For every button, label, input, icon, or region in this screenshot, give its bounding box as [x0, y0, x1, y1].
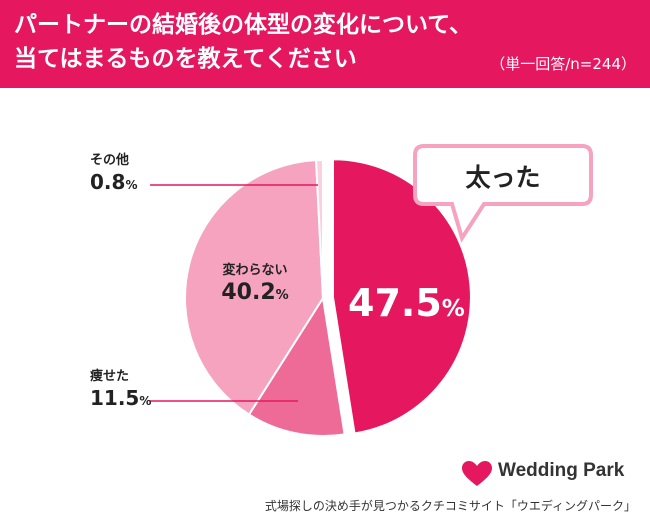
slice-label-no-change: 変わらない 40.2%	[205, 262, 305, 309]
chart-title-line-1: パートナーの結婚後の体型の変化について、	[14, 12, 473, 38]
header-banner: パートナーの結婚後の体型の変化について、 当てはまるものを教えてください （単一…	[0, 0, 650, 88]
callout-bubble	[413, 144, 593, 243]
pie-slice-other	[315, 158, 324, 299]
slice-value-unit: %	[125, 178, 138, 192]
pie-slice-gained-weight	[331, 158, 472, 435]
footer-caption: 式場探しの決め手が見つかるクチコミサイト「ウエディングパーク」	[264, 499, 636, 513]
slice-value-number: 0.8	[90, 170, 126, 194]
chart-subtitle: （単一回答/n=244）	[490, 55, 636, 73]
slice-value-unit: %	[275, 288, 289, 303]
slice-label-gained-weight: 47.5%	[348, 282, 465, 330]
slice-value-unit: %	[441, 296, 465, 322]
chart-title: パートナーの結婚後の体型の変化について、 当てはまるものを教えてください	[14, 8, 473, 76]
heart-icon	[462, 461, 492, 486]
slice-category-other: その他	[90, 153, 130, 168]
slice-value-lost-weight: 11.5%	[90, 386, 151, 413]
brand-name: Wedding Park	[498, 460, 625, 481]
callout-category-label: 太った	[465, 163, 541, 192]
slice-value-no-change: 40.2%	[205, 280, 305, 309]
slice-value-gained-weight: 47.5%	[348, 282, 465, 330]
slice-value-number: 40.2	[221, 280, 276, 305]
slice-value-number: 47.5	[348, 281, 442, 325]
slice-label-other: その他 0.8%	[90, 152, 137, 197]
slice-label-lost-weight: 痩せた 11.5%	[90, 368, 151, 413]
slice-category-lost-weight: 痩せた	[90, 369, 130, 384]
slice-value-number: 11.5	[90, 386, 140, 410]
slice-category-no-change: 変わらない	[222, 263, 288, 278]
chart-title-line-2: 当てはまるものを教えてください	[14, 46, 357, 72]
pie-slice-no-change	[184, 159, 325, 416]
slice-value-unit: %	[139, 394, 152, 408]
wedding-park-logo: Wedding Park	[462, 458, 642, 488]
slice-value-other: 0.8%	[90, 170, 137, 197]
